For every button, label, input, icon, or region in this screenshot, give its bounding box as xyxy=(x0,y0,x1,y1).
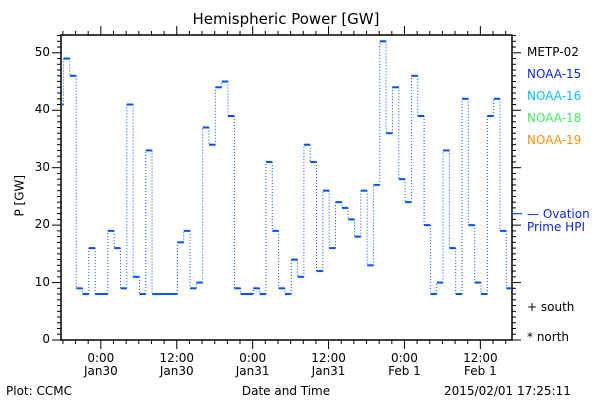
x-tick-label-time: 0:00 xyxy=(390,351,418,365)
legend-noaa-16: NOAA-16 xyxy=(527,89,582,103)
legend-noaa-19: NOAA-19 xyxy=(527,133,582,147)
y-tick-label: 30 xyxy=(34,159,50,174)
y-tick-label: 20 xyxy=(34,217,50,232)
x-tick-label-time: 12:00 xyxy=(159,351,195,365)
x-tick-label-time: 12:00 xyxy=(463,351,498,365)
plot-frame xyxy=(60,34,513,341)
x-tick-label-time: 0:00 xyxy=(87,351,115,365)
legend-metp-02: METP-02 xyxy=(527,45,579,59)
y-tick-label: 50 xyxy=(34,44,50,59)
y-tick-label: 10 xyxy=(34,274,50,289)
x-tick-label-date: Feb 1 xyxy=(388,364,421,378)
legend-south: + south xyxy=(527,300,575,314)
footer-timestamp: 2015/02/01 17:25:11 xyxy=(444,384,571,398)
legend-ovation-line1: — Ovation xyxy=(527,207,590,221)
x-tick-label-date: Jan30 xyxy=(83,364,118,378)
x-tick-label-date: Jan30 xyxy=(159,364,194,378)
x-tick-label-date: Jan31 xyxy=(311,364,346,378)
chart-title: Hemispheric Power [GW] xyxy=(192,10,380,28)
legend-ovation-line2: Prime HPI xyxy=(527,220,585,234)
x-tick-label-time: 12:00 xyxy=(311,351,346,365)
legend-noaa-18: NOAA-18 xyxy=(527,111,582,125)
legend-north: * north xyxy=(527,330,570,344)
footer-plot-credit: Plot: CCMC xyxy=(6,384,72,398)
x-axis-label: Date and Time xyxy=(241,384,331,398)
legend-noaa-15: NOAA-15 xyxy=(527,67,582,81)
x-tick-label-date: Jan31 xyxy=(235,364,270,378)
y-tick-label: 0 xyxy=(42,332,50,346)
x-tick-label-time: 0:00 xyxy=(239,351,267,365)
y-tick-label: 40 xyxy=(34,102,50,117)
x-tick-label-date: Feb 1 xyxy=(464,364,497,378)
